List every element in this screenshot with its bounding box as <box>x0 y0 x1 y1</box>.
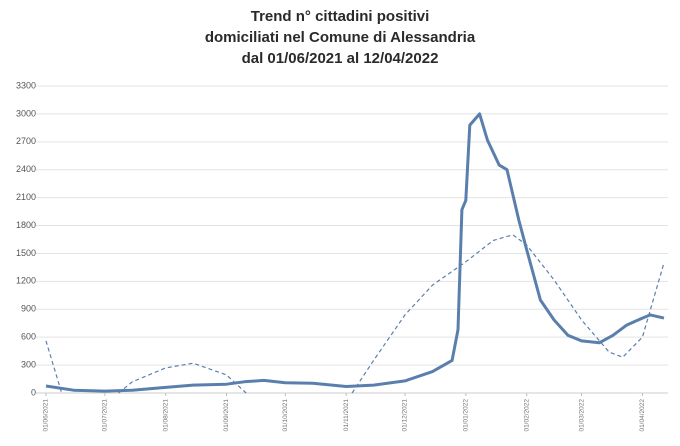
x-tick-label: 01/06/2021 <box>43 399 50 432</box>
x-tick-label: 01/10/2021 <box>282 399 289 432</box>
y-tick-label: 300 <box>21 359 36 369</box>
chart-title: domiciliati nel Comune di Alessandria <box>205 29 476 46</box>
y-tick-label: 0 <box>31 387 36 397</box>
trend-line <box>45 234 665 394</box>
y-tick-label: 600 <box>21 332 36 342</box>
y-tick-label: 2400 <box>16 164 36 174</box>
y-tick-label: 2700 <box>16 136 36 146</box>
y-tick-label: 1200 <box>16 276 36 286</box>
x-tick-label: 01/09/2021 <box>223 399 230 432</box>
chart-title: dal 01/06/2021 al 12/04/2022 <box>242 50 439 67</box>
x-tick-label: 01/08/2021 <box>162 399 169 432</box>
data-line <box>45 112 665 393</box>
x-tick-label: 01/01/2022 <box>463 399 470 432</box>
x-tick-label: 01/07/2021 <box>102 399 109 432</box>
y-tick-label: 900 <box>21 304 36 314</box>
x-tick-label: 01/12/2021 <box>402 399 409 432</box>
y-tick-label: 1800 <box>16 220 36 230</box>
y-tick-label: 2100 <box>16 192 36 202</box>
y-tick-label: 1500 <box>16 248 36 258</box>
x-tick-label: 01/11/2021 <box>343 399 350 431</box>
x-tick-label: 01/03/2022 <box>578 399 585 432</box>
y-tick-label: 3300 <box>16 80 36 90</box>
chart-title: Trend n° cittadini positivi <box>251 8 430 25</box>
y-tick-label: 3000 <box>16 108 36 118</box>
x-tick-label: 01/04/2022 <box>639 399 646 432</box>
x-tick-label: 01/02/2022 <box>523 399 530 432</box>
